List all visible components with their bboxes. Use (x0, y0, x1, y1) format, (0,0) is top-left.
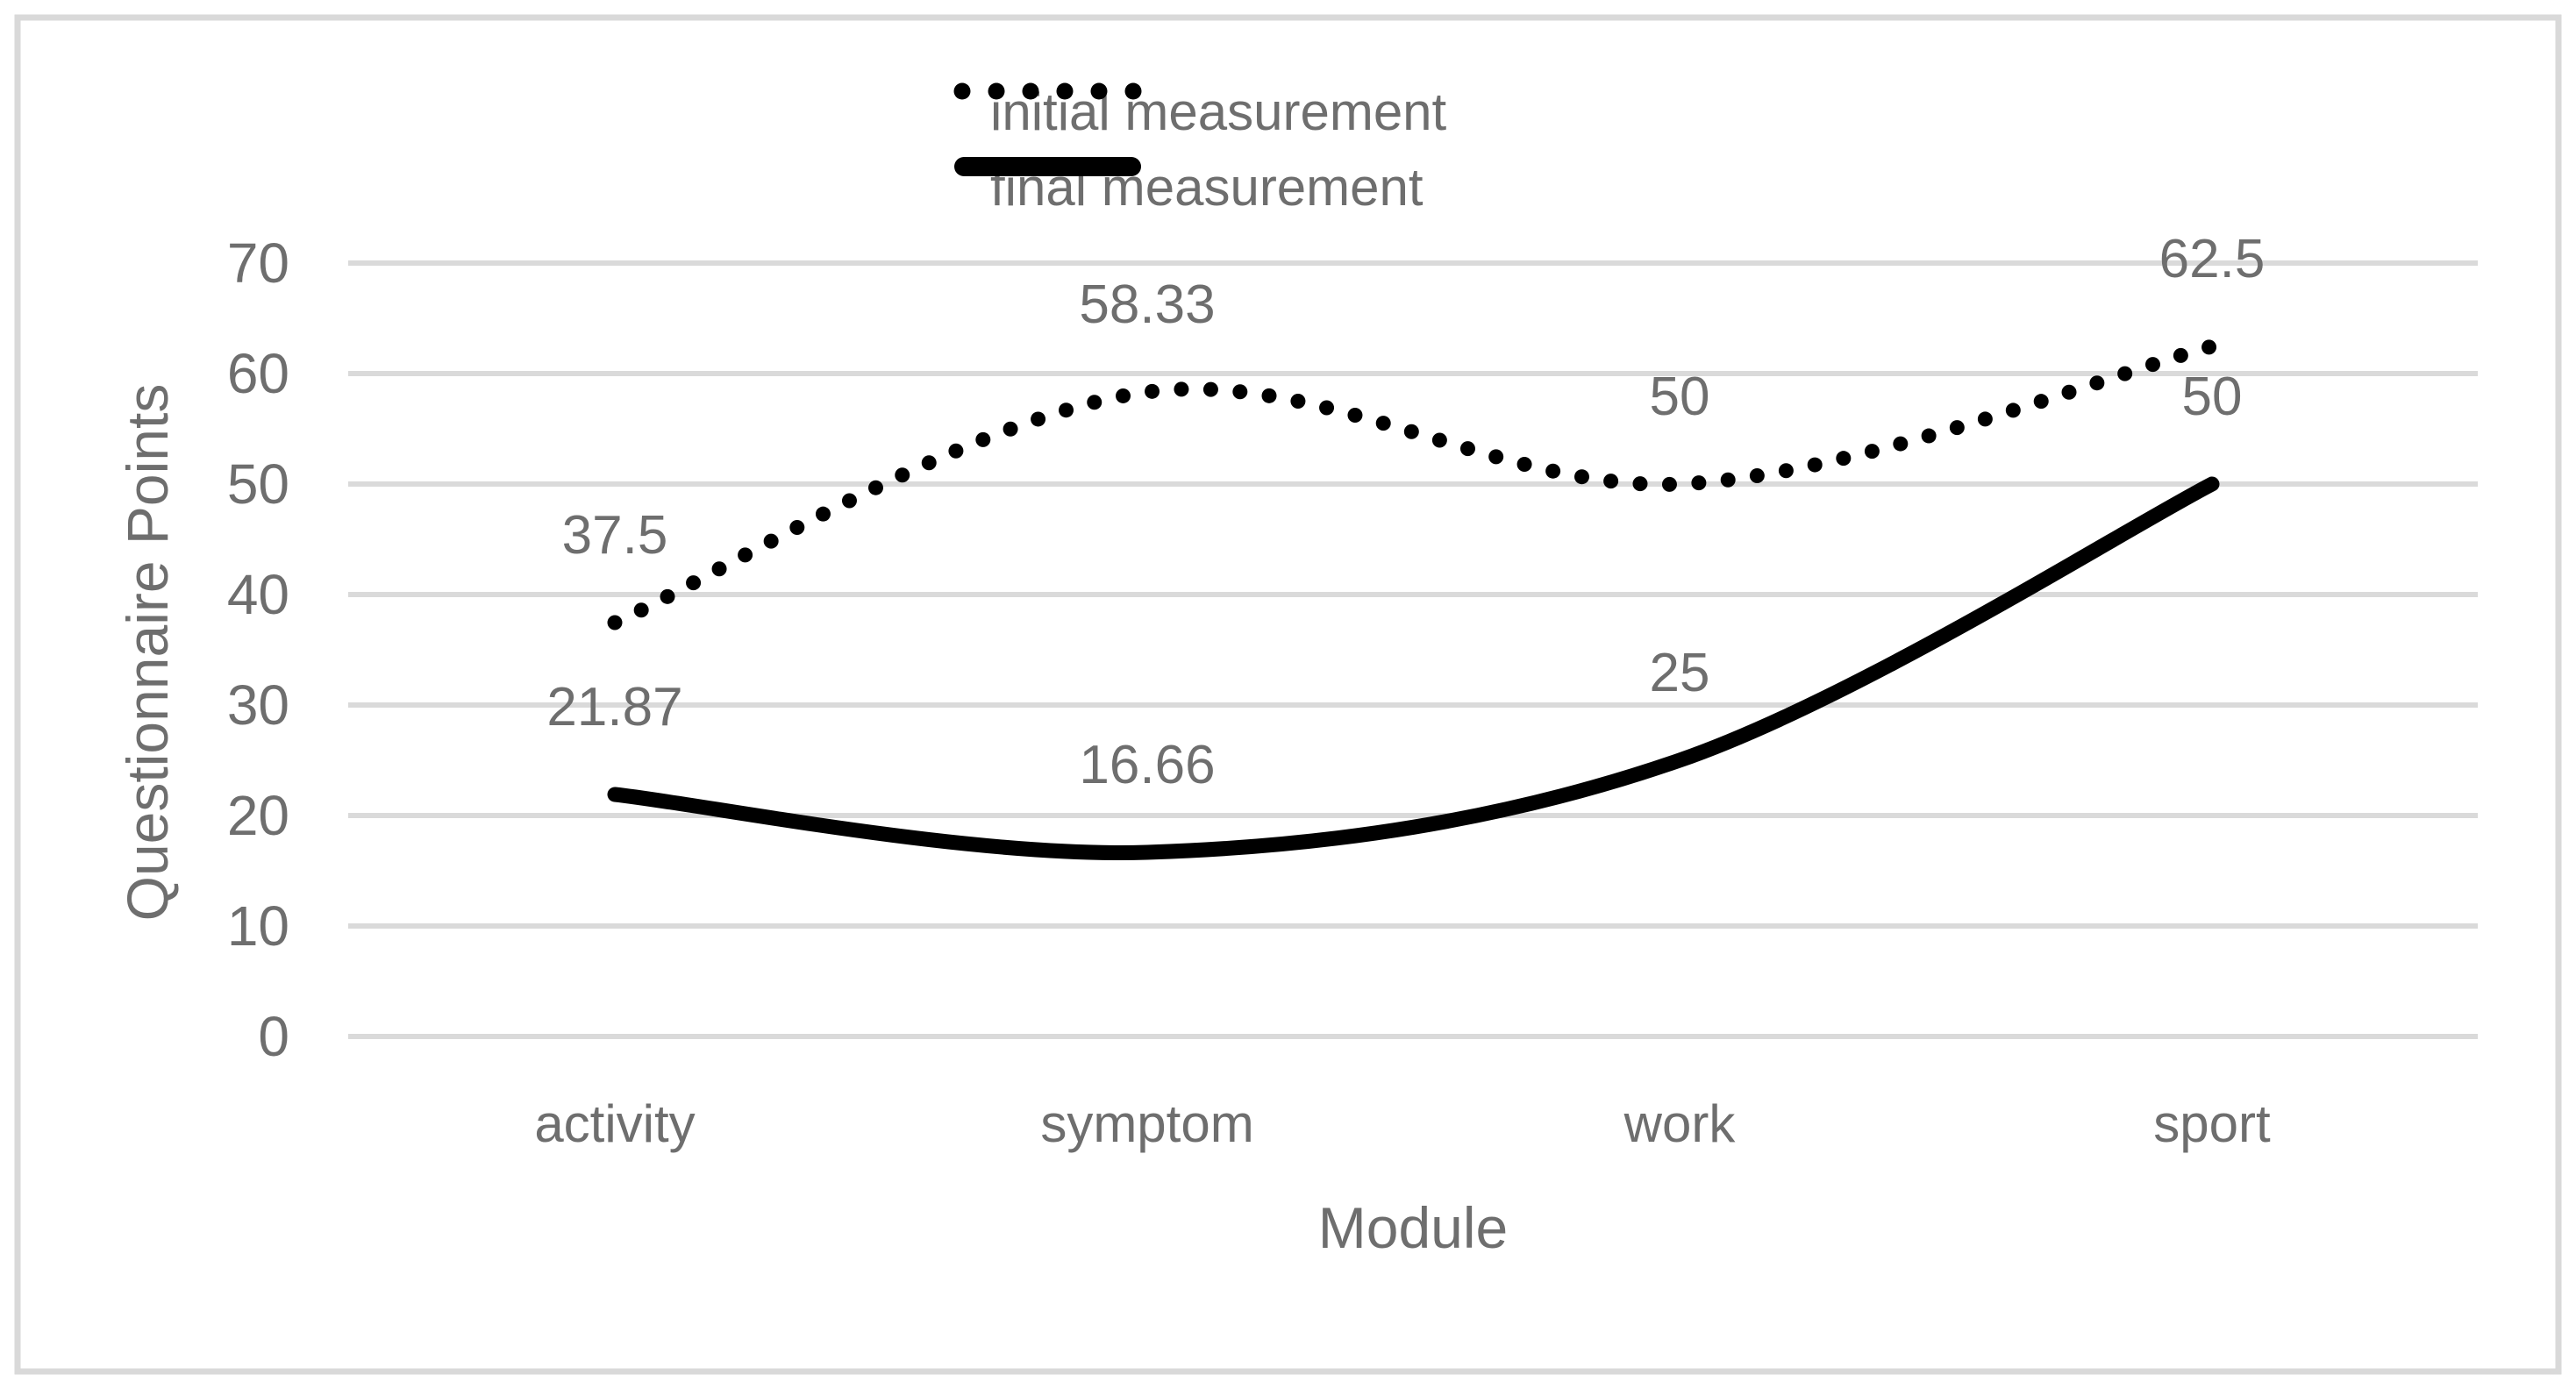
y-tick-label: 0 (258, 1005, 289, 1068)
data-label-final-measurement: 50 (2182, 367, 2243, 427)
x-category-label: sport (2153, 1094, 2271, 1153)
y-tick-label: 20 (227, 784, 289, 847)
y-tick-label: 70 (227, 232, 289, 295)
data-label-final-measurement: 25 (1650, 643, 1710, 703)
x-category-label: activity (534, 1094, 695, 1153)
y-tick-label: 60 (227, 342, 289, 405)
x-category-label: work (1623, 1094, 1737, 1153)
data-label-initial-measurement: 50 (1650, 367, 1710, 427)
series-line-initial-measurement (607, 338, 2220, 630)
y-tick-label: 40 (227, 563, 289, 626)
data-label-initial-measurement: 62.5 (2159, 229, 2266, 289)
figure-border (14, 14, 2562, 1375)
x-category-label: symptom (1040, 1094, 1253, 1153)
data-label-initial-measurement: 37.5 (562, 505, 668, 566)
y-tick-label: 30 (227, 673, 289, 737)
series-line-final-measurement (607, 476, 2220, 860)
y-tick-label: 50 (227, 452, 289, 516)
data-label-final-measurement: 21.87 (546, 677, 682, 737)
y-tick-label: 10 (227, 894, 289, 958)
data-label-final-measurement: 16.66 (1079, 735, 1215, 795)
data-label-initial-measurement: 58.33 (1079, 274, 1215, 335)
